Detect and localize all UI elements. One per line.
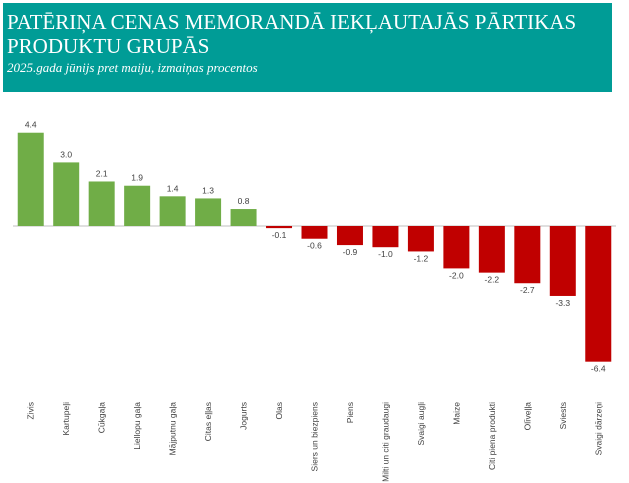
- bar: [407, 226, 434, 252]
- category-label: Svaigi augļi: [416, 402, 426, 446]
- bar: [266, 226, 293, 229]
- category-label: Citi piena produkti: [487, 402, 497, 470]
- category-label: Olas: [274, 402, 284, 419]
- bar: [478, 226, 505, 273]
- data-label: 1.3: [202, 185, 214, 195]
- bar: [159, 196, 186, 226]
- bar: [53, 162, 80, 226]
- bar: [372, 226, 399, 248]
- data-label: 1.4: [167, 183, 179, 193]
- data-label: 0.8: [238, 196, 250, 206]
- category-label: Zivis: [26, 402, 36, 419]
- bar: [230, 209, 257, 226]
- bar: [124, 185, 151, 226]
- data-label: -1.2: [414, 253, 429, 263]
- bar: [301, 226, 328, 239]
- bar: [514, 226, 541, 284]
- bar: [17, 132, 44, 226]
- data-label: 3.0: [60, 149, 72, 159]
- category-label: Liellopu gaļa: [132, 402, 142, 450]
- data-label: -3.3: [555, 298, 570, 308]
- category-label: Milti un citi graudaugi: [380, 402, 390, 482]
- bar: [585, 226, 612, 362]
- chart-title: PATĒRIŅA CENAS MEMORANDĀ IEKĻAUTAJĀS PĀR…: [7, 10, 577, 58]
- category-label: Maize: [451, 402, 461, 425]
- chart-subtitle: 2025.gada jūnijs pret maiju, izmaiņas pr…: [7, 60, 258, 75]
- category-label: Piens: [345, 402, 355, 423]
- data-label: -6.4: [591, 364, 606, 374]
- data-label: -2.2: [485, 275, 500, 285]
- category-label: Svaigi dārzeņi: [593, 402, 603, 456]
- bar: [336, 226, 363, 246]
- category-label: Mājputnu gaļa: [168, 402, 178, 456]
- bar: [88, 181, 115, 226]
- bar: [443, 226, 470, 269]
- data-label: -1.0: [378, 249, 393, 259]
- data-label: -2.0: [449, 270, 464, 280]
- title-banner: PATĒRIŅA CENAS MEMORANDĀ IEKĻAUTAJĀS PĀR…: [3, 3, 612, 92]
- category-label: Olīveļļa: [522, 402, 532, 431]
- category-label: Jogurts: [239, 402, 249, 430]
- category-label: Citas eļļas: [203, 402, 213, 441]
- category-label: Siers un biezpiens: [310, 402, 320, 471]
- category-label: Kartupeļi: [61, 402, 71, 436]
- data-label: -0.9: [343, 247, 358, 257]
- category-label: Cūkgaļa: [97, 402, 107, 433]
- bar: [549, 226, 576, 296]
- data-label: 4.4: [25, 120, 37, 130]
- bar: [195, 198, 222, 226]
- data-label: 2.1: [96, 168, 108, 178]
- data-label: -0.1: [272, 230, 287, 240]
- data-label: -0.6: [307, 241, 322, 251]
- data-label: -2.7: [520, 285, 535, 295]
- category-label: Sviests: [558, 402, 568, 429]
- data-label: 1.9: [131, 173, 143, 183]
